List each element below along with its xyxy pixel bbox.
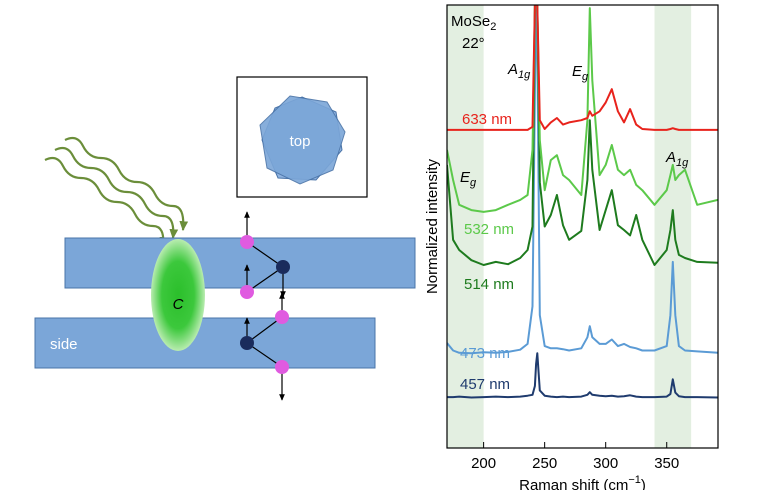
side-label: side (50, 336, 78, 353)
light-waves (44, 136, 189, 248)
annotation: Eg (460, 169, 477, 189)
x-axis-label-part: Raman shift (cm (519, 477, 628, 490)
spectrum-line (447, 5, 718, 266)
annotation: A1g (665, 149, 689, 169)
upper-layer (64, 237, 416, 289)
annotation-text: E (572, 63, 583, 80)
x-tick-label: 250 (532, 455, 557, 472)
x-axis-label-part: ) (641, 477, 646, 490)
spectrum-line (447, 5, 718, 131)
series-label: 514 nm (464, 276, 514, 293)
annotation-text: A (507, 61, 518, 78)
annotation-sub: 1g (518, 69, 531, 81)
x-axis-label-part: −1 (628, 474, 641, 486)
annotation: Eg (572, 63, 589, 83)
y-axis-label: Normalized intensity (424, 158, 441, 294)
x-tick-label: 350 (654, 455, 679, 472)
schematic: side C top (34, 76, 416, 401)
atoms (240, 235, 290, 374)
series-label: 473 nm (460, 345, 510, 362)
annotation-sub: 1g (676, 157, 689, 169)
x-axis-label: Raman shift (cm−1) (519, 474, 646, 490)
annotation-text: A (665, 149, 676, 166)
chart: 200 250 300 350 Raman shift (cm−1) Normalized… (424, 4, 719, 490)
center-label: C (173, 296, 184, 313)
series-label: 532 nm (464, 221, 514, 238)
annotation: 22° (462, 35, 485, 52)
annotation-sub: 2 (490, 21, 496, 33)
spectrum-line (447, 352, 718, 399)
annotation-sub: g (582, 71, 589, 83)
x-tick-label: 200 (471, 455, 496, 472)
top-label: top (290, 133, 311, 150)
plot-lines (447, 5, 718, 399)
lower-layer (34, 317, 376, 369)
spectrum-line (447, 5, 718, 213)
annotation-text: MoSe (451, 13, 490, 30)
plot-frame (446, 4, 719, 449)
x-tick-label: 300 (593, 455, 618, 472)
annotation: MoSe2 (451, 13, 496, 33)
spectrum-line (447, 5, 718, 355)
series-label: 633 nm (462, 111, 512, 128)
hexagon (259, 95, 346, 185)
series-label: 457 nm (460, 376, 510, 393)
annotation: A1g (507, 61, 531, 81)
shaded-range (447, 5, 484, 448)
annotation-text: 22° (462, 35, 485, 52)
shaded-range (654, 5, 692, 448)
annotation-text: E (460, 169, 471, 186)
glow (151, 239, 205, 351)
annotation-sub: g (470, 177, 477, 189)
